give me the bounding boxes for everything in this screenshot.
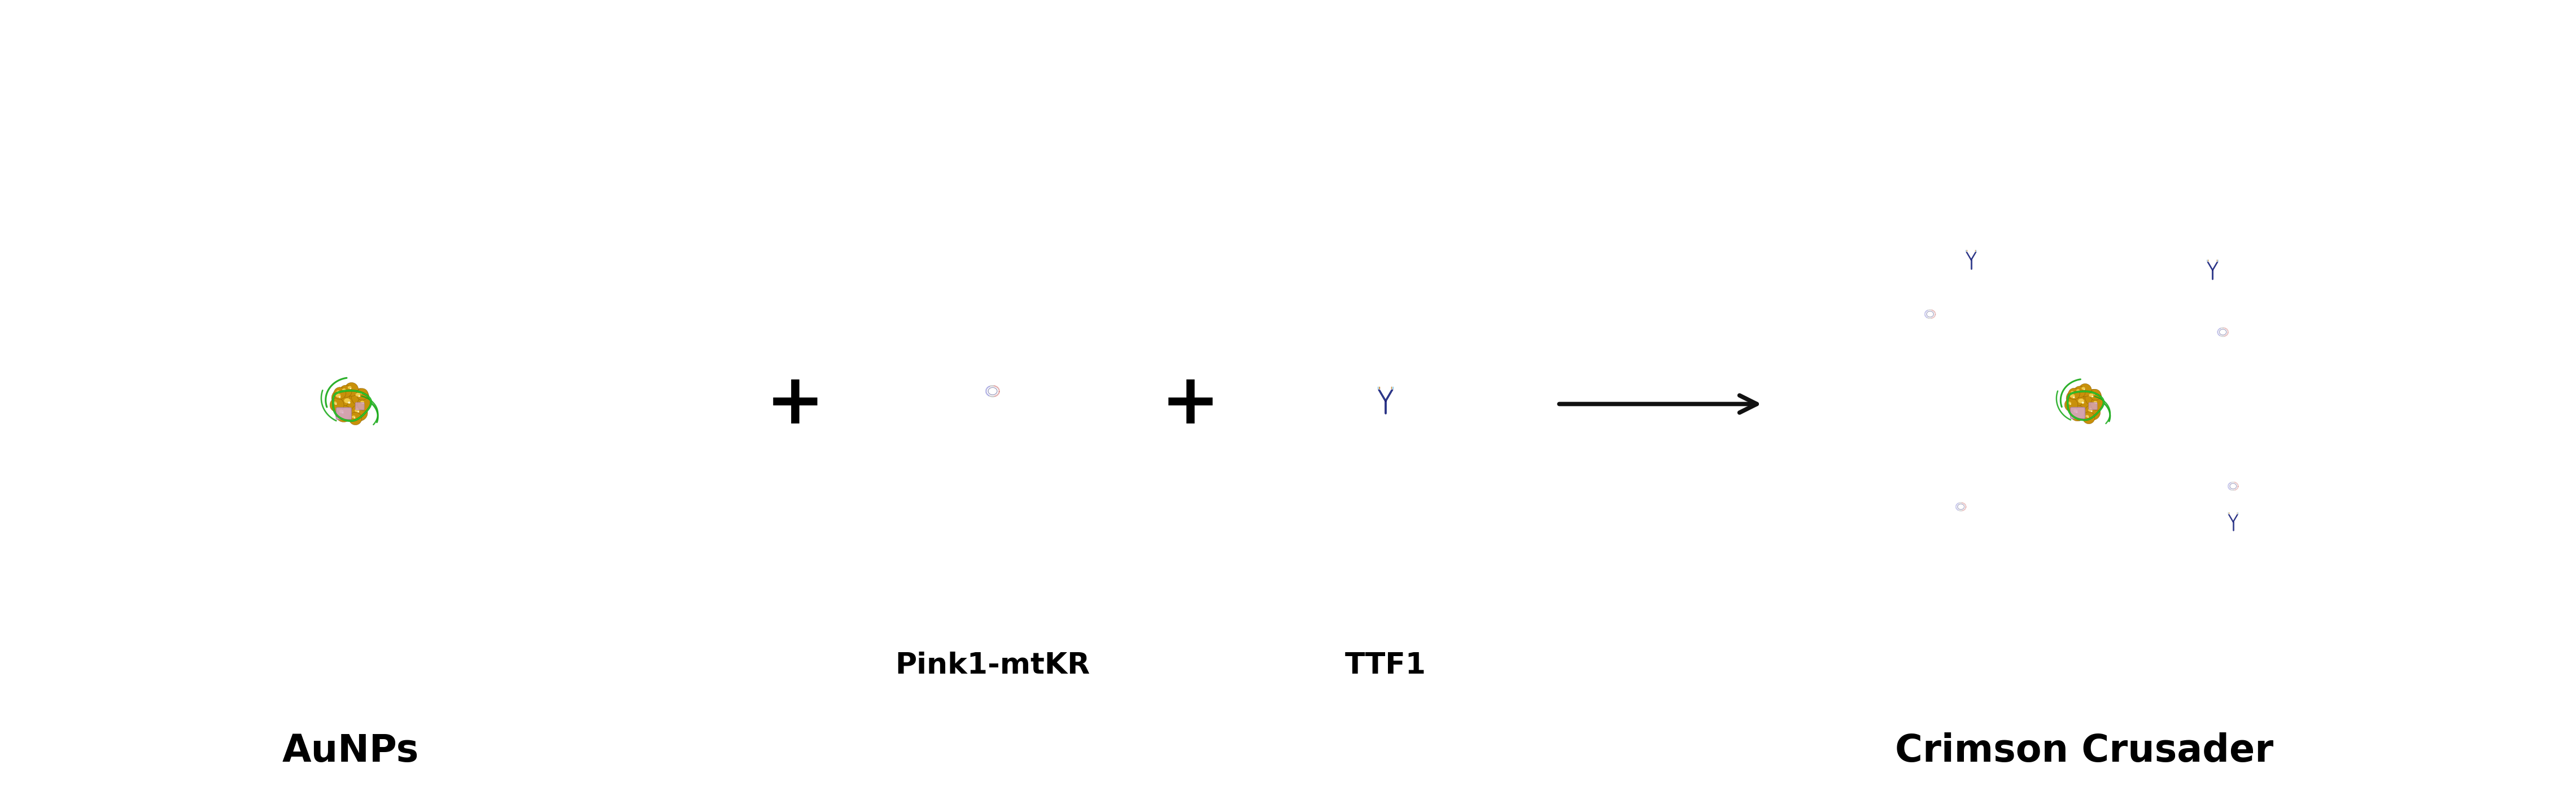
Circle shape — [2079, 384, 2092, 397]
Ellipse shape — [348, 386, 350, 389]
Circle shape — [2089, 389, 2102, 400]
Circle shape — [335, 387, 345, 399]
Ellipse shape — [345, 398, 350, 403]
Ellipse shape — [340, 410, 343, 413]
Circle shape — [340, 393, 363, 415]
Circle shape — [2084, 412, 2094, 424]
FancyBboxPatch shape — [335, 407, 350, 419]
Circle shape — [355, 389, 368, 400]
FancyBboxPatch shape — [2071, 407, 2084, 419]
Ellipse shape — [348, 402, 350, 404]
Ellipse shape — [2089, 409, 2092, 412]
Circle shape — [2069, 388, 2079, 400]
Ellipse shape — [2076, 389, 2079, 392]
FancyBboxPatch shape — [355, 402, 363, 410]
Circle shape — [345, 382, 358, 396]
Ellipse shape — [355, 393, 361, 397]
Ellipse shape — [337, 390, 340, 393]
Ellipse shape — [2094, 401, 2097, 403]
Text: AuNPs: AuNPs — [283, 732, 420, 769]
FancyBboxPatch shape — [2089, 402, 2097, 410]
Ellipse shape — [2089, 393, 2094, 397]
Circle shape — [350, 389, 368, 406]
Ellipse shape — [361, 401, 363, 403]
Circle shape — [332, 389, 350, 407]
Text: TTF1: TTF1 — [1345, 652, 1427, 680]
Ellipse shape — [353, 415, 355, 419]
Circle shape — [2084, 405, 2099, 420]
Circle shape — [330, 398, 345, 412]
Ellipse shape — [335, 393, 340, 398]
Ellipse shape — [343, 389, 345, 391]
Circle shape — [2074, 393, 2094, 415]
Circle shape — [358, 398, 371, 410]
Circle shape — [335, 406, 353, 422]
Ellipse shape — [2092, 392, 2094, 394]
Text: +: + — [765, 370, 824, 438]
Ellipse shape — [2071, 391, 2074, 393]
Ellipse shape — [2087, 415, 2089, 418]
Ellipse shape — [2071, 394, 2074, 398]
Circle shape — [340, 385, 353, 398]
Ellipse shape — [2079, 398, 2084, 403]
Circle shape — [2066, 389, 2084, 407]
Circle shape — [2071, 406, 2087, 421]
Ellipse shape — [2069, 402, 2071, 405]
Ellipse shape — [2081, 387, 2084, 389]
Circle shape — [350, 405, 368, 421]
Circle shape — [350, 412, 361, 425]
Text: Pink1-mtKR: Pink1-mtKR — [896, 652, 1090, 680]
Text: +: + — [1162, 370, 1221, 438]
Circle shape — [2092, 398, 2105, 410]
Ellipse shape — [355, 409, 358, 412]
Ellipse shape — [2074, 410, 2079, 413]
Circle shape — [2074, 386, 2087, 398]
Circle shape — [2063, 398, 2079, 411]
Text: Crimson Crusader: Crimson Crusader — [1896, 732, 2275, 769]
Ellipse shape — [358, 391, 363, 393]
Ellipse shape — [332, 402, 337, 405]
Circle shape — [2084, 389, 2102, 406]
